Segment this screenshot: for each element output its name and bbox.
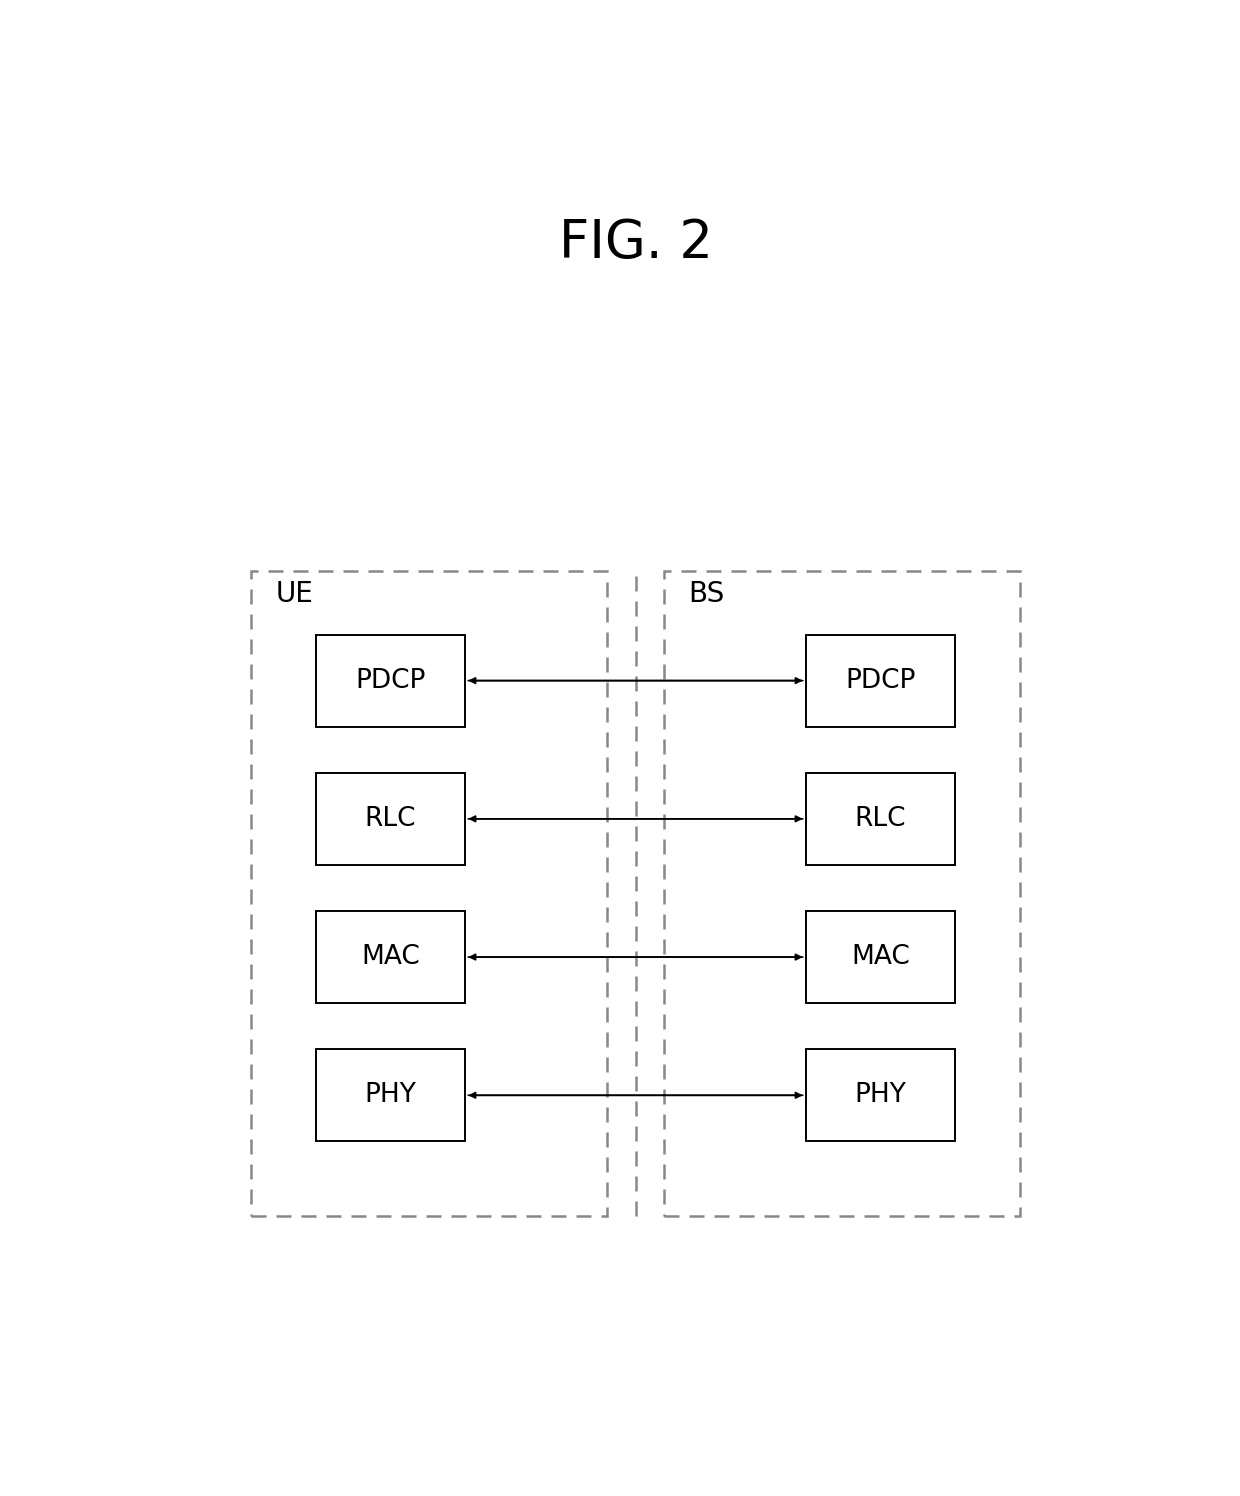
Bar [806,634,955,727]
Bar [806,911,955,1004]
Bar [316,773,465,865]
Bar [316,911,465,1004]
Bar [806,773,955,865]
Text: PDCP: PDCP [846,667,916,694]
Text: MAC: MAC [851,944,910,969]
Text: PDCP: PDCP [355,667,425,694]
Bar [665,571,1021,1216]
Text: UE: UE [275,580,312,607]
Text: RLC: RLC [365,806,417,832]
Text: PHY: PHY [854,1082,906,1109]
Text: FIG. 2: FIG. 2 [558,217,713,269]
Bar [250,571,606,1216]
Text: MAC: MAC [361,944,420,969]
Text: RLC: RLC [854,806,906,832]
Text: BS: BS [688,580,724,607]
Text: PHY: PHY [365,1082,417,1109]
Bar [806,1049,955,1141]
Bar [316,634,465,727]
Bar [316,1049,465,1141]
